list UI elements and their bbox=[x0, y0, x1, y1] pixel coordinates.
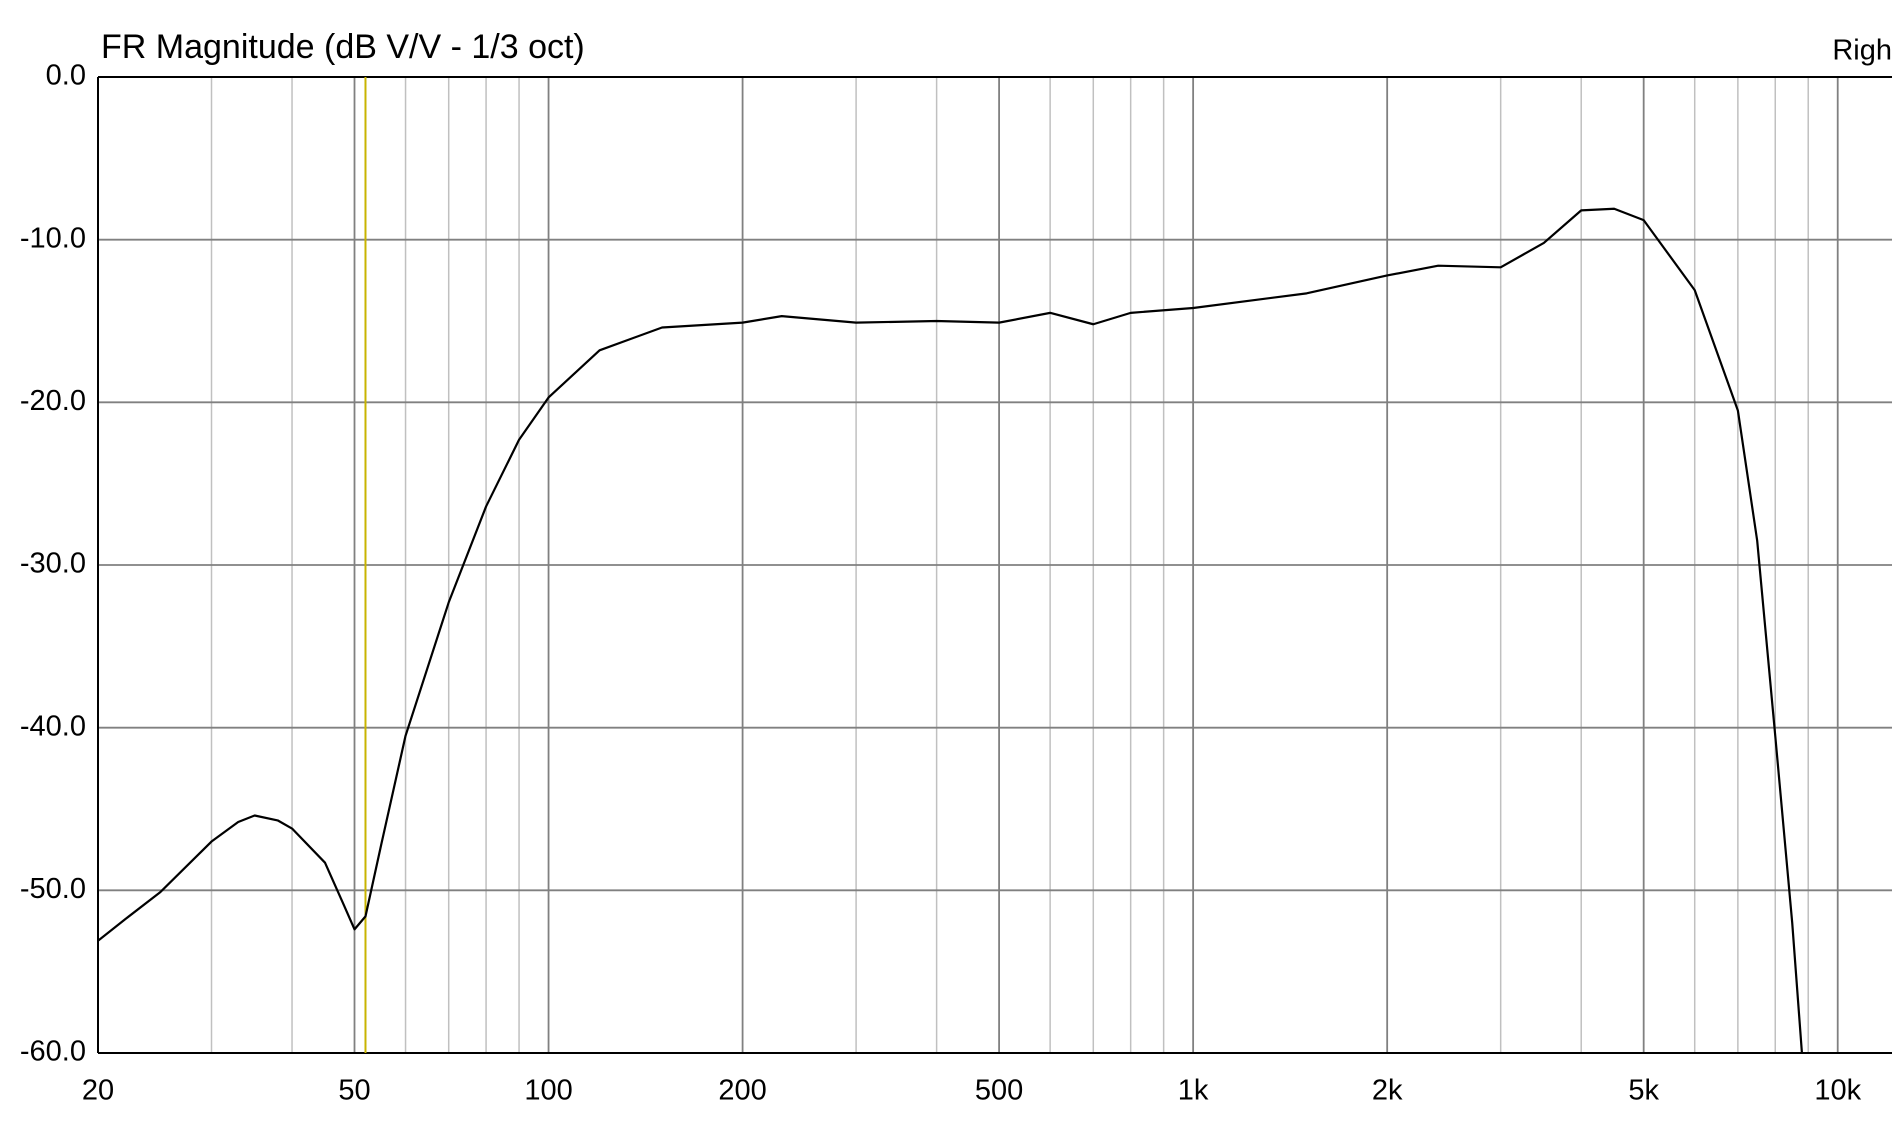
y-tick-label: -10.0 bbox=[20, 222, 86, 254]
x-tick-label: 2k bbox=[1372, 1075, 1403, 1107]
y-tick-label: -30.0 bbox=[20, 548, 86, 580]
x-tick-label: 5k bbox=[1628, 1075, 1659, 1107]
y-tick-label: -40.0 bbox=[20, 710, 86, 742]
data-line bbox=[98, 207, 1804, 1054]
plot-area bbox=[98, 207, 1804, 1054]
y-tick-label: -50.0 bbox=[20, 873, 86, 905]
x-tick-label: 20 bbox=[82, 1075, 114, 1107]
x-tick-label: 200 bbox=[718, 1075, 766, 1107]
y-tick-label: -20.0 bbox=[20, 385, 86, 417]
y-tick-label: -60.0 bbox=[20, 1036, 86, 1068]
chart-title: FR Magnitude (dB V/V - 1/3 oct) bbox=[101, 28, 585, 66]
x-tick-label: 50 bbox=[338, 1075, 370, 1107]
x-tick-label: 500 bbox=[975, 1075, 1023, 1107]
x-tick-label: 100 bbox=[524, 1075, 572, 1107]
x-tick-label: 1k bbox=[1178, 1075, 1209, 1107]
legend-text: Righ bbox=[1832, 35, 1892, 67]
x-tick-label: 10k bbox=[1814, 1075, 1861, 1107]
y-tick-label: 0.0 bbox=[46, 60, 86, 92]
